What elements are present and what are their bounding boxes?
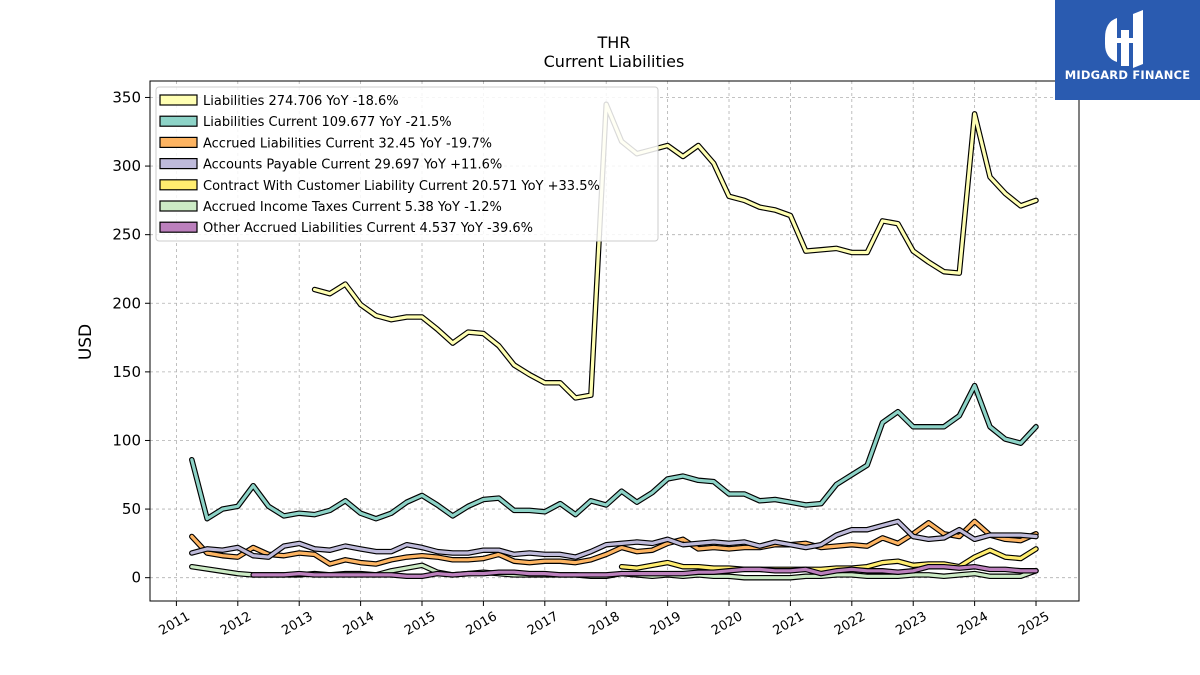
x-tick-label: 2014: [341, 609, 377, 639]
legend-swatch: [159, 221, 198, 233]
series-3: [189, 518, 1039, 560]
chart-subtitle: Current Liabilities: [544, 52, 685, 71]
legend-swatch: [159, 158, 198, 170]
legend-entry: Accrued Liabilities Current 32.45 YoY -1…: [203, 136, 492, 151]
x-tick-label: 2015: [402, 609, 438, 639]
legend-entry: Liabilities 274.706 YoY -18.6%: [203, 94, 399, 109]
series-0: [311, 101, 1039, 401]
x-tick-label: 2024: [955, 609, 991, 639]
y-axis-label: USD: [76, 324, 96, 360]
y-tick-label: 200: [112, 294, 141, 312]
y-tick-label: 300: [112, 157, 141, 175]
x-tick-label: 2017: [525, 609, 561, 639]
brand-logo: MIDGARD FINANCE: [1055, 0, 1200, 100]
y-tick-label: 100: [112, 431, 141, 449]
legend-swatch: [159, 136, 198, 148]
x-tick-label: 2021: [771, 609, 807, 639]
legend: Liabilities 274.706 YoY -18.6% Liabilitie…: [155, 86, 659, 242]
plot-frame: [149, 80, 1080, 602]
legend-swatch: [159, 115, 198, 127]
x-tick-label: 2018: [586, 609, 622, 639]
y-tick-label: 250: [112, 226, 141, 244]
x-tick-label: 2023: [893, 609, 929, 639]
series-line: [190, 519, 1038, 566]
y-tick-label: 0: [131, 569, 141, 587]
midgard-logo-icon: [1105, 10, 1143, 68]
legend-swatch: [159, 200, 198, 212]
series-6: [250, 563, 1039, 580]
series-line: [619, 547, 1038, 572]
legend-entry: Accounts Payable Current 29.697 YoY +11.…: [203, 158, 502, 173]
legend-entry: Contract With Customer Liability Current…: [203, 179, 600, 194]
legend-entry: Other Accrued Liabilities Current 4.537 …: [203, 221, 533, 236]
x-tick-label: 2011: [157, 609, 193, 639]
x-tick-label: 2022: [832, 609, 868, 639]
y-tick-label: 150: [112, 363, 141, 381]
x-tick-label: 2012: [218, 609, 254, 639]
y-tick-label: 50: [122, 500, 141, 518]
x-tick-label: 2013: [279, 609, 315, 639]
series-1: [189, 382, 1039, 522]
series-2: [189, 518, 1039, 567]
series-line: [313, 102, 1038, 400]
x-tick-label: 2019: [648, 609, 684, 639]
legend-entry: Liabilities Current 109.677 YoY -21.5%: [203, 115, 452, 130]
legend-swatch: [159, 94, 198, 106]
series-line: [251, 565, 1038, 578]
legend-entry: Accrued Income Taxes Current 5.38 YoY -1…: [203, 200, 502, 215]
series-4: [618, 546, 1039, 573]
x-tick-label: 2016: [464, 609, 500, 639]
series-line: [190, 384, 1038, 521]
x-tick-label: 2025: [1016, 609, 1052, 639]
series-layer: [189, 101, 1039, 581]
brand-name: MIDGARD FINANCE: [1064, 68, 1191, 82]
y-tick-label: 350: [112, 88, 141, 106]
legend-box: [155, 86, 659, 242]
x-tick-label: 2020: [709, 609, 745, 639]
chart-title: THR: [597, 33, 631, 52]
legend-swatch: [159, 179, 198, 191]
series-line: [190, 519, 1038, 559]
